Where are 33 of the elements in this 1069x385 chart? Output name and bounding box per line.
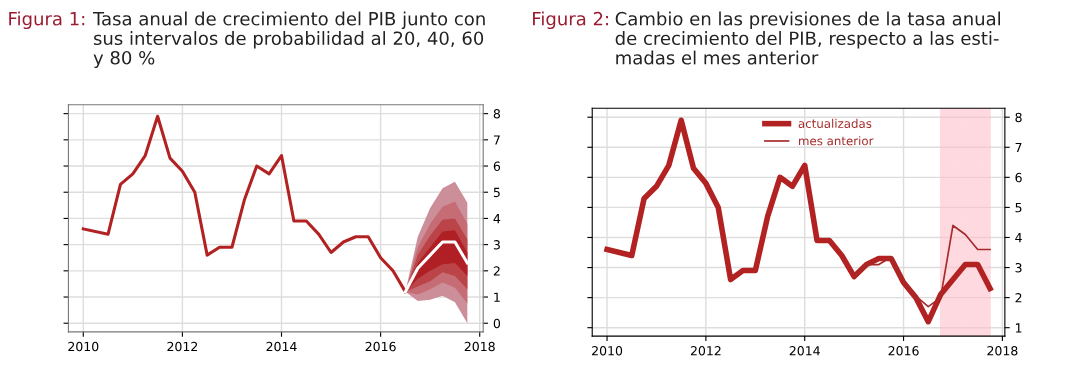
y-tick-label: 2 — [1015, 293, 1022, 303]
x-tick-label: 2018 — [987, 346, 1018, 356]
y-tick-label: 7 — [493, 135, 500, 145]
chart-title: Figura 1: — [9, 11, 85, 30]
y-tick-label: 7 — [1015, 142, 1022, 153]
y-tick-label: 1 — [1015, 323, 1022, 333]
x-tick-label: 2010 — [68, 341, 99, 352]
y-tick-label: 1 — [494, 292, 500, 302]
y-tick-label: 4 — [493, 214, 501, 224]
y-tick-label: 6 — [1015, 172, 1022, 183]
chart-title: Figura 2: — [533, 11, 608, 30]
x-tick-label: 2014 — [789, 346, 820, 356]
chart-subtitle: Tasa anual de crecimiento del PIB junto con sus intervalos de probabilidad al 20, 40, 60 y 80 % — [92, 11, 485, 69]
x-tick-label: 2012 — [690, 346, 721, 356]
x-tick-label: 2012 — [167, 341, 198, 352]
x-tick-label: 2014 — [266, 341, 297, 352]
chart-subtitle: Cambio en las previsiones de la tasa anual de crecimiento del PIB, respecto a las esti- madas el mes anterior — [615, 11, 1000, 65]
y-tick-label: 2 — [493, 266, 500, 276]
legend-label: actualizadas — [798, 118, 872, 128]
y-tick-label: 3 — [493, 240, 500, 250]
x-tick-label: 2016 — [888, 346, 919, 356]
y-tick-label: 6 — [493, 161, 501, 171]
y-tick-label: 8 — [493, 109, 501, 119]
x-tick-label: 2010 — [592, 346, 623, 356]
y-tick-label: 0 — [493, 318, 501, 329]
x-tick-label: 2018 — [464, 341, 495, 352]
y-tick-label: 5 — [1015, 203, 1022, 213]
x-tick-label: 2016 — [365, 341, 396, 352]
y-tick-label: 4 — [1015, 233, 1022, 243]
legend-label: mes anterior — [799, 136, 874, 146]
y-tick-label: 8 — [1015, 112, 1022, 123]
y-tick-label: 5 — [493, 187, 500, 198]
y-tick-label: 3 — [1015, 263, 1022, 273]
